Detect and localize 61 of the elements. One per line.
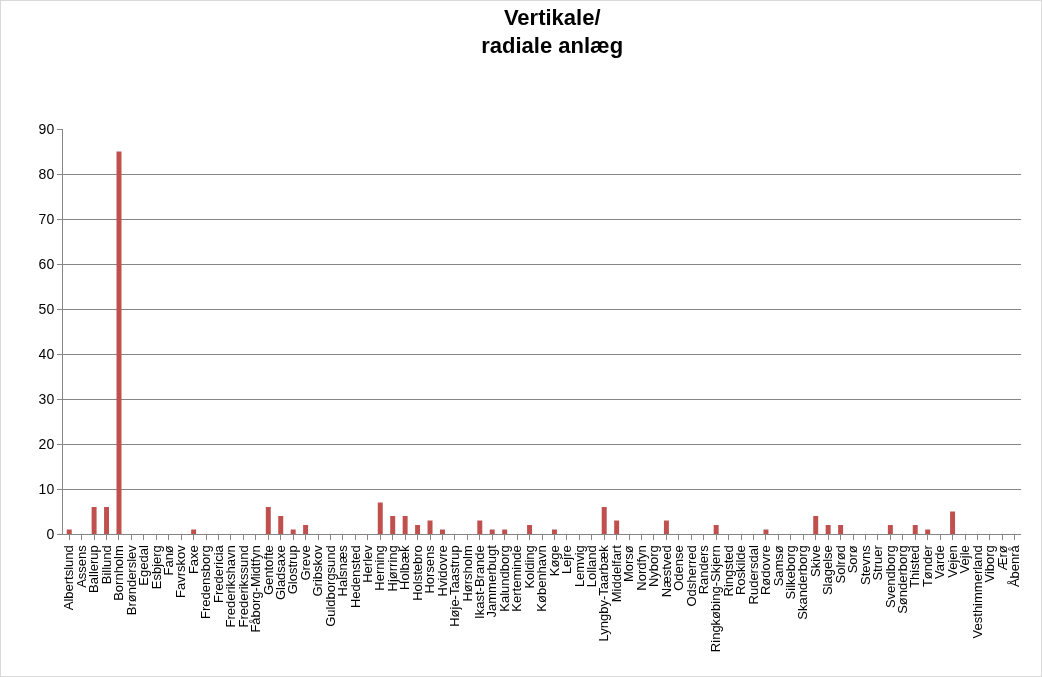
x-tick-label: Glostrup — [285, 545, 301, 595]
x-tick-label: Fåborg-Midtfyn — [248, 545, 264, 633]
bar — [489, 529, 495, 534]
bar — [502, 529, 508, 534]
x-tick-label: Fredensborg — [198, 545, 214, 619]
bar — [614, 520, 620, 534]
x-tick-label: Silkeborg — [783, 545, 799, 600]
y-tick-label: 80 — [38, 165, 55, 182]
x-tick-label: Tønder — [919, 544, 935, 588]
y-tick-label: 60 — [38, 255, 55, 272]
y-tick-label: 30 — [38, 390, 55, 407]
bar — [91, 507, 97, 534]
bar — [663, 520, 669, 534]
chart-title: Vertikale/ radiale anlæg — [481, 4, 624, 59]
bar — [377, 502, 383, 534]
x-tick-label: Viborg — [982, 545, 998, 583]
bar — [265, 507, 271, 534]
x-tick-label: Frederikshavn — [223, 545, 239, 628]
y-tick-label: 0 — [46, 525, 55, 542]
bar — [390, 516, 396, 534]
bar — [763, 529, 769, 534]
y-tick-label: 40 — [38, 345, 55, 362]
bar — [477, 520, 483, 534]
x-tick-label: Ringkøbing-Skjern — [708, 545, 724, 653]
bar — [925, 529, 931, 534]
x-tick-label: Holstebro — [409, 545, 425, 601]
bar — [415, 525, 421, 534]
bar — [527, 525, 533, 534]
x-tick-label: Egedal — [136, 545, 152, 586]
bar — [813, 516, 819, 534]
x-tick-label: Rudersdal — [745, 545, 761, 605]
bar — [303, 525, 309, 534]
bar — [427, 520, 433, 534]
bar — [713, 525, 719, 534]
x-tick-label: Hedensted — [347, 545, 363, 609]
bar — [278, 516, 284, 534]
x-tick-label: Ballerup — [86, 545, 102, 593]
x-tick-label: Kolding — [521, 545, 537, 589]
bar — [191, 529, 197, 534]
bar — [66, 529, 72, 534]
bar — [439, 529, 445, 534]
bar — [551, 529, 557, 534]
bar — [290, 529, 296, 534]
bar — [838, 525, 844, 534]
x-tick-label: Køge — [546, 545, 562, 577]
x-tick-label: Åbenrå — [1007, 544, 1023, 588]
y-tick-label: 10 — [38, 480, 55, 497]
x-tick-label: Høje-Taastrup — [447, 545, 463, 627]
y-tick-label: 90 — [38, 120, 55, 137]
y-tick-label: 70 — [38, 210, 55, 227]
bar — [950, 511, 956, 534]
bar — [601, 507, 607, 534]
y-tick-label: 20 — [38, 435, 55, 452]
x-tick-label: Slagelse — [820, 545, 836, 596]
bar — [912, 525, 918, 534]
bar — [887, 525, 893, 534]
bar — [104, 507, 110, 534]
bar — [825, 525, 831, 534]
x-tick-label: Gladsaxe — [272, 545, 288, 601]
bar — [402, 516, 408, 534]
y-tick-label: 50 — [38, 300, 55, 317]
